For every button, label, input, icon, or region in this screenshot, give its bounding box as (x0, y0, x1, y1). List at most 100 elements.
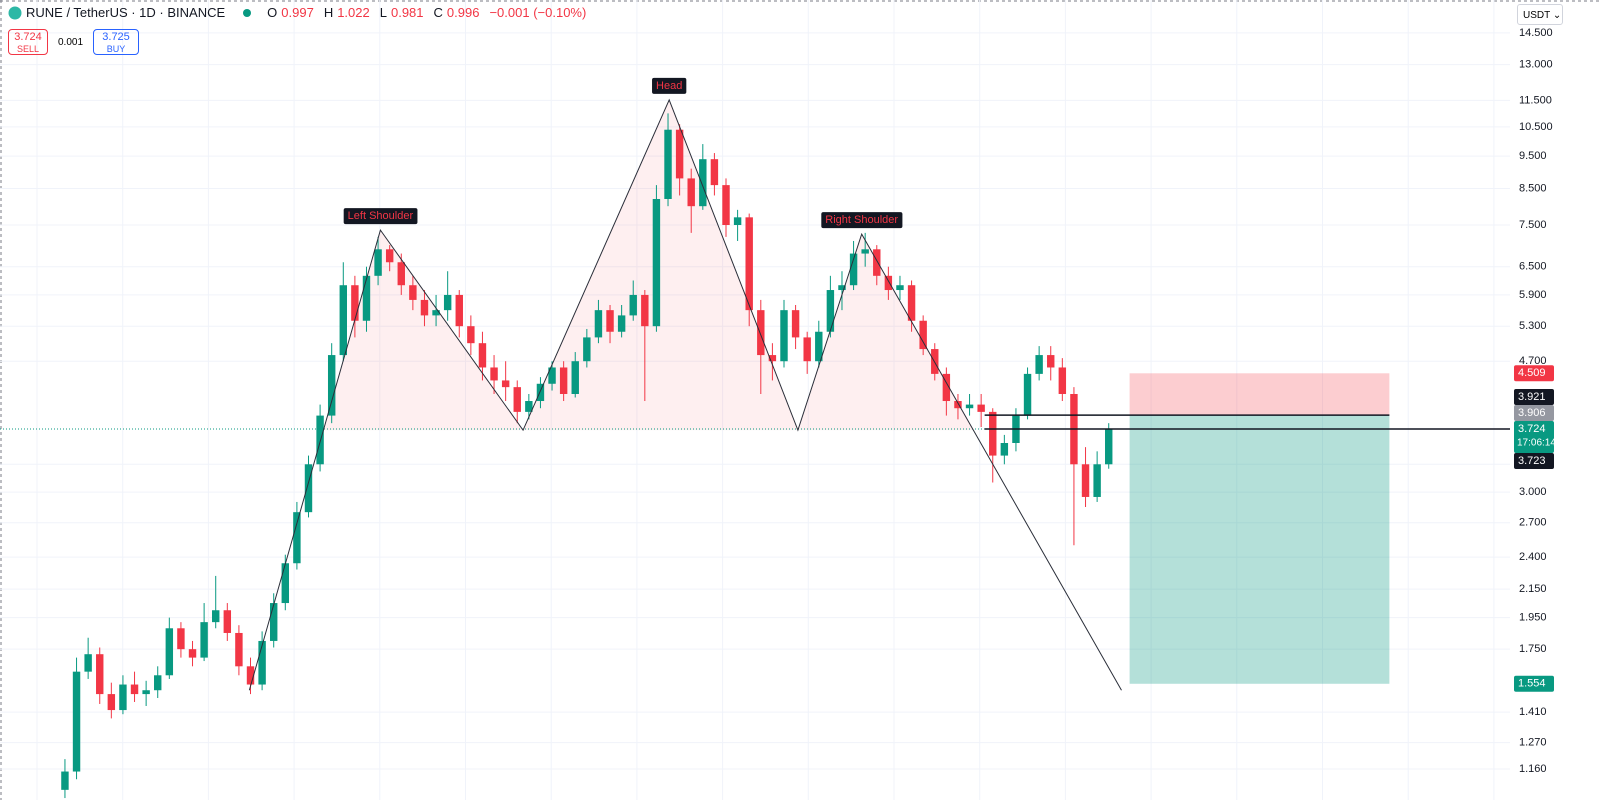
candle-body (154, 675, 162, 691)
candle-body (61, 771, 69, 790)
sell-button[interactable]: 3.724 SELL (8, 29, 48, 55)
candle-body (107, 694, 116, 711)
candle-body (675, 129, 684, 179)
y-tick-label: 13.000 (1519, 59, 1553, 71)
y-tick-label: 1.160 (1519, 763, 1547, 775)
symbol-title: RUNE / TetherUS · 1D · BINANCE (26, 5, 226, 20)
currency: USDT (1523, 10, 1551, 21)
candle-body (954, 401, 962, 409)
ohlc-l: 0.981 (390, 5, 424, 20)
candle-body (397, 262, 405, 286)
y-tick-label: 14.500 (1519, 27, 1553, 39)
price-tag-label: 3.906 (1518, 407, 1546, 419)
candle-body (339, 285, 347, 356)
candle-body (513, 387, 521, 412)
trade-panel: 3.724 SELL 0.001 3.725 BUY (8, 29, 140, 55)
candle-body (1105, 429, 1113, 465)
candle-body (907, 285, 916, 321)
stop-zone (1129, 373, 1390, 416)
price-tag-label: 1.554 (1518, 678, 1546, 690)
candle-body (571, 361, 579, 394)
candle-body (269, 603, 278, 641)
change: −0.001 (−0.10%) (489, 5, 587, 20)
candle-body (362, 275, 371, 321)
pattern-label: Head (656, 80, 682, 92)
candle-body (606, 310, 614, 332)
candle-body (942, 373, 951, 402)
candle-body (815, 331, 823, 362)
candle-body (548, 367, 556, 384)
candle-body (617, 315, 626, 332)
buy-label: BUY (106, 44, 126, 54)
pattern-label-bg (343, 208, 418, 225)
status-dot (243, 8, 252, 17)
spread: 0.001 (58, 36, 84, 48)
candle-body (838, 285, 846, 291)
candle-body (223, 610, 232, 633)
candle-body (455, 294, 463, 327)
candle-body (467, 326, 475, 344)
candle-body (699, 159, 707, 207)
candle-body (861, 249, 869, 254)
candle-body (130, 684, 139, 695)
candle-body (641, 294, 649, 327)
candle-body (96, 654, 104, 695)
candle-body (594, 310, 603, 338)
y-tick-label: 1.270 (1519, 737, 1547, 749)
candle-body (652, 198, 661, 327)
price-tag (1514, 389, 1554, 406)
candle-body (525, 401, 533, 412)
ohlc-c: 0.996 (446, 5, 480, 20)
candle-body (119, 684, 127, 711)
y-tick-label: 1.410 (1519, 706, 1547, 718)
candle-body (722, 185, 730, 225)
candle-body (420, 299, 429, 316)
ohlc-h: 1.022 (337, 5, 370, 20)
pattern-label-bg (652, 77, 687, 94)
candle-body (478, 343, 487, 368)
pattern-label-bg (821, 212, 903, 229)
candle-body (501, 380, 510, 388)
candle-body (1035, 355, 1043, 374)
candle-body (235, 632, 243, 667)
ohlc-h-label: H (323, 5, 334, 20)
pattern-fill (323, 99, 974, 431)
candle-body (351, 285, 359, 321)
candle-body (710, 159, 719, 186)
y-tick-label: 8.500 (1519, 182, 1547, 194)
ohlc-c-label: C (433, 5, 443, 20)
y-tick-label: 2.150 (1519, 583, 1547, 595)
candle-body (316, 415, 324, 465)
pattern-label: Left Shoulder (348, 210, 414, 222)
price-tag (1514, 453, 1554, 470)
candle-body (733, 217, 742, 225)
price-tag-label: 3.723 (1518, 455, 1546, 467)
symbol-icon (8, 6, 22, 19)
sell-price: 3.724 (14, 31, 42, 43)
candle-body (281, 563, 290, 604)
candle-body (385, 249, 394, 263)
y-tick-label: 4.700 (1519, 355, 1547, 367)
currency-select[interactable]: USDT ⌄ (1517, 4, 1563, 25)
price-tag-label: 3.724 (1518, 423, 1546, 435)
candle-body (536, 383, 545, 402)
price-tag (1514, 405, 1554, 422)
candle-body (768, 355, 777, 362)
candle-body (849, 253, 858, 286)
candle-body (327, 355, 336, 416)
candle-body (1047, 355, 1055, 368)
candle-body (374, 249, 382, 276)
candle-body (200, 622, 208, 658)
price-tag (1514, 675, 1554, 692)
candle-body (629, 294, 637, 316)
price-tag (1514, 365, 1554, 382)
y-tick-label: 6.500 (1519, 261, 1547, 273)
candle-body (177, 628, 185, 650)
buy-button[interactable]: 3.725 BUY (93, 29, 140, 55)
candle-body (1058, 367, 1067, 394)
y-tick-label: 10.500 (1519, 121, 1553, 133)
candle-body (826, 290, 835, 332)
candle-body (246, 666, 255, 685)
y-tick-label: 3.000 (1519, 486, 1547, 498)
candle-body (165, 628, 174, 676)
